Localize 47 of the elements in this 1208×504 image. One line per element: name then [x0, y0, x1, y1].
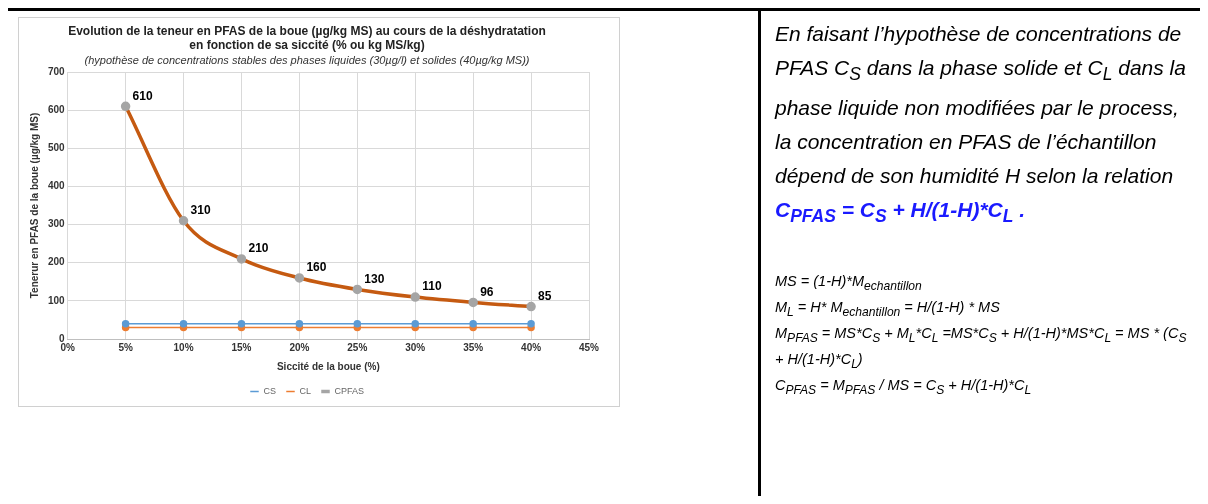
text: M$_{L}$ = H* M$_{echantillon}$ = H/(1-H) * MS	[775, 298, 1001, 322]
point	[179, 319, 188, 328]
point	[353, 319, 362, 328]
y-tick-label: 100	[48, 294, 66, 306]
x-axis-title: Siccité de la boue (%)	[276, 360, 380, 372]
x-tick-label: 0%	[60, 341, 76, 353]
data-label: 96	[480, 284, 494, 299]
y-tick-label: 600	[48, 103, 66, 115]
x-tick-label: 35%	[463, 341, 484, 353]
x-tick-label: 25%	[347, 341, 368, 353]
data-label: 130	[364, 271, 385, 286]
x-tick-label: 15%	[231, 341, 252, 353]
y-tick-label: 400	[48, 180, 66, 192]
y-tick-label: 500	[48, 142, 66, 154]
text: C$_{PFAS}$ = C$_{S}$ + H/(1-H)*C$_{L}$ .	[775, 197, 1027, 229]
x-tick-label: 45%	[578, 341, 600, 353]
text: MS = (1-H)*M$_{echantillon}$	[775, 272, 923, 296]
data-label: 160	[306, 260, 327, 275]
data-label: 310	[190, 203, 211, 218]
point	[469, 319, 477, 328]
point	[121, 319, 130, 328]
chart-subtitle: (hypothèse de concentrations stables des phases liquides (30µg/l) et solides (40µg/kg MS))	[84, 54, 530, 67]
x-tick-label: 30%	[405, 341, 426, 353]
y-axis-title: Tenerur en PFAS de la boue (µg/kg MS)	[28, 112, 40, 299]
y-tick-label: 300	[48, 218, 66, 230]
legend-label: CPFAS	[334, 385, 365, 396]
point	[295, 319, 304, 328]
text: M$_{PFAS}$ = MS*C$_{S}$ + M$_{L}$*C$_{L}$ =MS*C$_{S}$ + H/(1-H)*MS*C$_{L}$ = MS * (C$_{S}$ + H/(1-H)*C$_{L}$)	[775, 325, 1187, 371]
x-tick-label: 20%	[289, 341, 310, 353]
data-label: 85	[538, 288, 552, 303]
x-tick-label: 5%	[118, 341, 133, 353]
x-tick-label: 40%	[521, 341, 542, 353]
point	[527, 319, 535, 328]
y-tick-label: 0	[59, 332, 66, 344]
chart-title: Evolution de la teneur en PFAS de la boue (µg/kg MS) au cours de la déshydratation en fonction de sa siccité (% ou kg MS/kg)	[68, 23, 546, 52]
text: En faisant l’hypothèse de concentrations de PFAS C$_{S}$ dans la phase solide et C$_{L}$ dans la phase liquide non modifiées par le process, la concentration en PFAS de l’échantillon dépend de son humidité H selon la relation	[775, 22, 1186, 188]
y-tick-label: 200	[48, 256, 66, 268]
data-label: 610	[132, 88, 153, 103]
point	[411, 319, 419, 328]
point	[237, 319, 246, 328]
legend-label: CL	[299, 385, 312, 396]
y-tick-label: 700	[48, 65, 66, 77]
data-label: 210	[248, 241, 269, 256]
x-tick-label: 10%	[173, 341, 194, 353]
legend-label: CS	[263, 385, 277, 396]
data-label: 110	[422, 279, 442, 294]
text: C$_{PFAS}$ = M$_{PFAS}$ / MS = C$_{S}$ + H/(1-H)*C$_{L}$	[775, 375, 1033, 399]
